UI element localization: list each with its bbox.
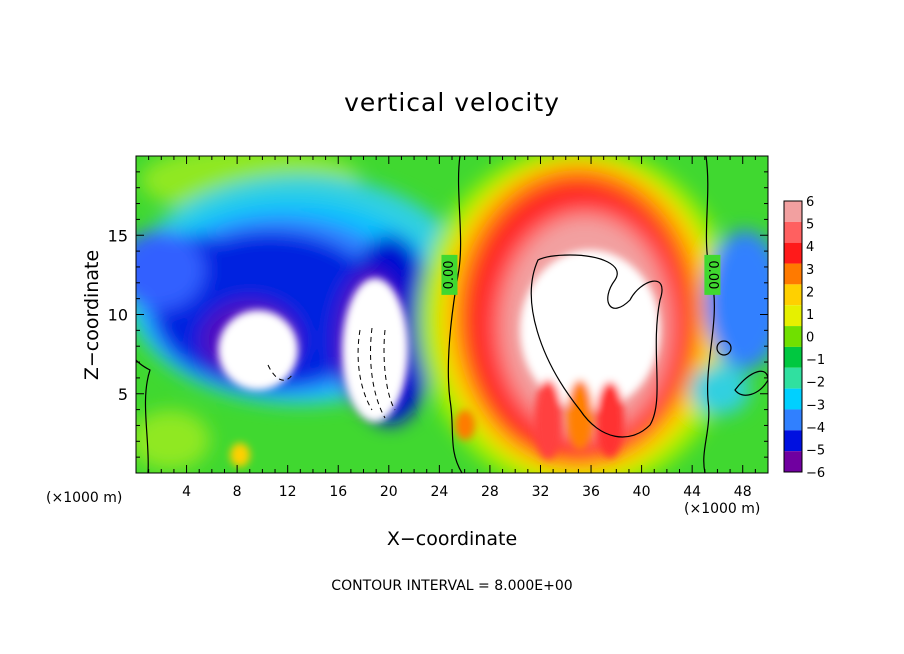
x-tick-label-20: 20 — [380, 484, 398, 500]
x-tick-label-36: 36 — [582, 484, 600, 500]
colorbar: 6 5 4 3 2 1 0 −1 −2 −3 −4 −5 −6 — [783, 195, 825, 481]
heatmap-field — [136, 156, 768, 473]
x-tick-label-16: 16 — [329, 484, 347, 500]
zero-contour-right — [703, 156, 715, 473]
x-axis-label: X−coordinate — [386, 528, 518, 550]
colorbar-label-3: 3 — [806, 263, 814, 278]
colorbar-swatch-6 — [784, 326, 802, 347]
x-tick-label-40: 40 — [633, 484, 651, 500]
contour-labels: 0.00 0.00 — [441, 254, 721, 295]
x-tick-label-4: 4 — [182, 484, 191, 500]
contour-label-bg-0 — [441, 254, 458, 295]
y-tick-label-15: 15 — [108, 226, 128, 245]
contour-label-bg-1 — [704, 254, 721, 295]
colorbar-swatch-7 — [784, 346, 802, 368]
colorbar-label-9: −3 — [806, 398, 825, 413]
colorbar-swatch-3 — [784, 263, 802, 285]
x-tick-label-32: 32 — [532, 484, 550, 500]
colorbar-swatch-8 — [784, 367, 802, 389]
colorbar-label-5: 1 — [806, 308, 814, 323]
colorbar-swatch-11 — [784, 430, 802, 452]
colorbar-swatch-5 — [784, 305, 802, 327]
colorbar-label-7: −1 — [806, 353, 825, 368]
contour-label-1: 0.00 — [705, 260, 720, 289]
colorbar-swatch-0 — [784, 201, 802, 222]
colorbar-swatch-9 — [784, 388, 802, 410]
small-contour-loop — [716, 340, 732, 356]
colorbar-swatch-12 — [784, 451, 802, 472]
x-tick-label-44: 44 — [683, 484, 701, 500]
contour-interval-note: CONTOUR INTERVAL = 8.000E+00 — [331, 578, 573, 594]
x-tick-label-48: 48 — [734, 484, 752, 500]
colorbar-label-11: −5 — [806, 443, 825, 458]
colorbar-swatch-1 — [784, 221, 802, 243]
colorbar-label-0: 6 — [806, 195, 814, 210]
colorbar-label-2: 4 — [806, 240, 814, 255]
contour-label-0: 0.00 — [442, 260, 457, 289]
x-unit-label-right: (×1000 m) — [684, 501, 761, 517]
y-tick-label-5: 5 — [118, 385, 128, 404]
negative-contours — [267, 327, 396, 419]
colorbar-label-4: 2 — [806, 285, 814, 300]
y-tick-label-10: 10 — [108, 306, 128, 325]
right-lobe-contour — [734, 370, 768, 396]
colorbar-swatch-2 — [784, 242, 802, 264]
x-tick-label-8: 8 — [233, 484, 242, 500]
y-axis: 5 10 15 — [108, 171, 768, 458]
updraft-contour — [530, 254, 663, 438]
x-tick-label-24: 24 — [430, 484, 448, 500]
colorbar-label-10: −4 — [806, 421, 825, 436]
colorbar-label-6: 0 — [806, 331, 814, 346]
colorbar-label-1: 5 — [806, 218, 814, 233]
colorbar-swatch-10 — [784, 409, 802, 431]
x-axis: 4 8 12 16 20 24 28 32 36 40 44 48 — [148, 156, 756, 500]
colorbar-label-12: −6 — [806, 466, 825, 481]
chart-title: vertical velocity — [344, 88, 560, 117]
colorbar-label-8: −2 — [806, 376, 825, 391]
x-tick-label-28: 28 — [481, 484, 499, 500]
colorbar-swatch-4 — [784, 284, 802, 306]
colorbar-frame — [783, 200, 803, 473]
x-unit-label-left: (×1000 m) — [46, 490, 123, 506]
zero-contour-left — [447, 156, 463, 473]
x-tick-label-12: 12 — [279, 484, 297, 500]
